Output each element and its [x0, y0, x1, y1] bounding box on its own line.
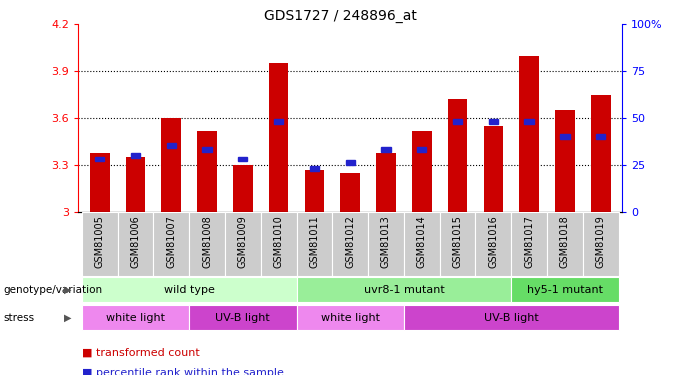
Bar [189, 305, 296, 330]
Bar [154, 212, 189, 276]
Bar [167, 144, 176, 148]
Bar [90, 153, 109, 212]
Text: GSM81019: GSM81019 [596, 215, 606, 268]
Text: GSM81011: GSM81011 [309, 215, 320, 268]
Bar [225, 212, 260, 276]
Bar [310, 166, 319, 171]
Bar [197, 130, 217, 212]
Text: GSM81008: GSM81008 [202, 215, 212, 268]
Bar [305, 170, 324, 212]
Text: UV-B light: UV-B light [484, 313, 539, 323]
Bar [417, 147, 426, 152]
Bar [489, 119, 498, 124]
Bar [161, 118, 181, 212]
Bar [404, 305, 619, 330]
Text: uvr8-1 mutant: uvr8-1 mutant [364, 285, 444, 295]
Bar [524, 119, 534, 124]
Bar [82, 305, 189, 330]
Text: GSM81018: GSM81018 [560, 215, 570, 268]
Bar [260, 212, 296, 276]
Text: GSM81009: GSM81009 [238, 215, 248, 268]
Bar [95, 157, 104, 161]
Bar [596, 134, 605, 139]
Text: GSM81005: GSM81005 [95, 215, 105, 268]
Text: GSM81017: GSM81017 [524, 215, 534, 268]
Bar [368, 212, 404, 276]
Text: GSM81014: GSM81014 [417, 215, 427, 268]
Bar [583, 212, 619, 276]
Bar [269, 63, 288, 212]
Bar [131, 153, 140, 158]
Bar [440, 212, 475, 276]
Text: white light: white light [321, 313, 379, 323]
Bar [296, 277, 511, 302]
Bar [560, 134, 570, 139]
Bar [126, 157, 146, 212]
Text: wild type: wild type [164, 285, 215, 295]
Bar [296, 305, 404, 330]
Bar [189, 212, 225, 276]
Text: GSM81007: GSM81007 [166, 215, 176, 268]
Text: GSM81015: GSM81015 [453, 215, 462, 268]
Text: ▶: ▶ [64, 313, 71, 323]
Bar [591, 95, 611, 212]
Bar [447, 99, 467, 212]
Bar [511, 277, 619, 302]
Text: white light: white light [106, 313, 165, 323]
Bar [333, 212, 368, 276]
Text: ■ transformed count: ■ transformed count [82, 348, 199, 357]
Text: UV-B light: UV-B light [216, 313, 270, 323]
Text: stress: stress [3, 313, 35, 323]
Bar [381, 147, 390, 152]
Bar [233, 165, 253, 212]
Bar [412, 130, 432, 212]
Text: ■ percentile rank within the sample: ■ percentile rank within the sample [82, 368, 284, 375]
Bar [555, 110, 575, 212]
Bar [238, 157, 248, 161]
Text: GSM81010: GSM81010 [273, 215, 284, 268]
Bar [404, 212, 440, 276]
Bar [345, 160, 355, 165]
Text: GSM81013: GSM81013 [381, 215, 391, 268]
Bar [82, 277, 296, 302]
Text: GSM81006: GSM81006 [131, 215, 141, 268]
Bar [511, 212, 547, 276]
Text: GSM81016: GSM81016 [488, 215, 498, 268]
Bar [547, 212, 583, 276]
Bar [203, 147, 211, 152]
Bar [296, 212, 333, 276]
Bar [483, 126, 503, 212]
Bar [82, 212, 118, 276]
Bar [341, 173, 360, 212]
Bar [453, 119, 462, 124]
Bar [274, 119, 284, 124]
Bar [520, 56, 539, 212]
Text: GDS1727 / 248896_at: GDS1727 / 248896_at [264, 9, 416, 23]
Text: ▶: ▶ [64, 285, 71, 295]
Bar [376, 153, 396, 212]
Text: hy5-1 mutant: hy5-1 mutant [527, 285, 603, 295]
Text: GSM81012: GSM81012 [345, 215, 355, 268]
Bar [118, 212, 154, 276]
Text: genotype/variation: genotype/variation [3, 285, 103, 295]
Bar [475, 212, 511, 276]
